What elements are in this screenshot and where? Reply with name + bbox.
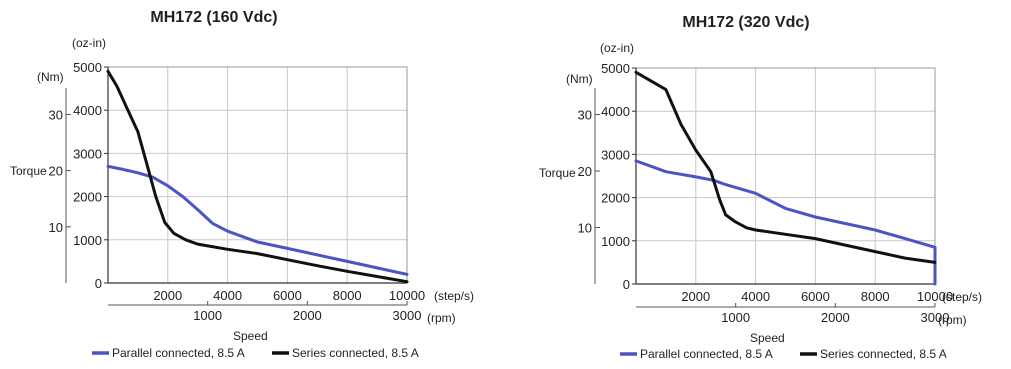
y-tick-label: 4000 bbox=[73, 103, 102, 118]
nm-tick-label: 30 bbox=[49, 107, 63, 122]
x-axis-label: Speed bbox=[233, 329, 268, 343]
x-unit-steps: (step/s) bbox=[434, 289, 474, 303]
x-tick-label: 8000 bbox=[861, 289, 890, 304]
y-tick-label: 0 bbox=[95, 276, 102, 291]
series-line-parallel bbox=[106, 164, 409, 276]
y-tick-label: 5000 bbox=[73, 60, 102, 75]
nm-tick-label: 10 bbox=[578, 221, 592, 236]
legend: Parallel connected, 8.5 A Series connecte… bbox=[620, 347, 947, 361]
legend-label: Parallel connected, 8.5 A bbox=[112, 346, 245, 360]
x-tick-label: 4000 bbox=[741, 289, 770, 304]
legend: Parallel connected, 8.5 A Series connecte… bbox=[92, 346, 419, 360]
nm-tick-label: 20 bbox=[49, 164, 63, 179]
y-unit-ozin: (oz-in) bbox=[72, 36, 106, 50]
y-unit-nm: (Nm) bbox=[566, 72, 593, 86]
chart-panel-160vdc: MH172 (160 Vdc) (oz-in) (Nm) Torque (ste… bbox=[10, 9, 474, 360]
y-tick-label: 4000 bbox=[601, 104, 630, 119]
rpm-tick-label: 3000 bbox=[921, 310, 950, 325]
nm-tick-label: 30 bbox=[578, 108, 592, 123]
legend-label: Series connected, 8.5 A bbox=[292, 346, 419, 360]
chart-title: MH172 (320 Vdc) bbox=[682, 14, 809, 31]
plot-frame bbox=[635, 67, 936, 285]
y-tick-label: 3000 bbox=[73, 146, 102, 161]
x-unit-rpm: (rpm) bbox=[427, 311, 456, 325]
x-tick-label: 6000 bbox=[801, 289, 830, 304]
plot-frame bbox=[107, 66, 408, 284]
legend-label: Parallel connected, 8.5 A bbox=[640, 347, 773, 361]
x-tick-label: 2000 bbox=[153, 288, 182, 303]
nm-tick-label: 20 bbox=[578, 164, 592, 179]
series-line-series bbox=[634, 70, 937, 264]
y-tick-label: 1000 bbox=[601, 234, 630, 249]
y-axis-label: Torque bbox=[539, 166, 576, 180]
x-tick-label: 6000 bbox=[273, 288, 302, 303]
y-unit-ozin: (oz-in) bbox=[600, 41, 634, 55]
series-line-parallel bbox=[634, 159, 937, 286]
chart-panel-320vdc: MH172 (320 Vdc) (oz-in) (Nm) Torque (ste… bbox=[539, 14, 982, 361]
rpm-tick-label: 3000 bbox=[393, 308, 422, 323]
y-tick-label: 5000 bbox=[601, 61, 630, 76]
x-unit-rpm: (rpm) bbox=[938, 313, 967, 327]
x-tick-label: 10000 bbox=[389, 288, 425, 303]
x-tick-label: 8000 bbox=[333, 288, 362, 303]
y-tick-label: 2000 bbox=[601, 191, 630, 206]
y-unit-nm: (Nm) bbox=[37, 70, 64, 84]
x-axis-label: Speed bbox=[750, 331, 785, 345]
y-tick-label: 0 bbox=[623, 277, 630, 292]
x-tick-label: 10000 bbox=[917, 289, 953, 304]
y-tick-label: 3000 bbox=[601, 147, 630, 162]
legend-label: Series connected, 8.5 A bbox=[820, 347, 947, 361]
chart-title: MH172 (160 Vdc) bbox=[150, 9, 277, 26]
x-tick-label: 4000 bbox=[213, 288, 242, 303]
nm-tick-label: 10 bbox=[49, 220, 63, 235]
y-axis-label: Torque bbox=[10, 164, 47, 178]
y-tick-label: 1000 bbox=[73, 233, 102, 248]
rpm-tick-label: 1000 bbox=[193, 308, 222, 323]
rpm-tick-label: 2000 bbox=[293, 308, 322, 323]
rpm-tick-label: 2000 bbox=[821, 310, 850, 325]
x-unit-steps: (step/s) bbox=[942, 290, 982, 304]
x-tick-label: 2000 bbox=[681, 289, 710, 304]
rpm-tick-label: 1000 bbox=[721, 310, 750, 325]
series-line-series bbox=[106, 69, 409, 284]
y-tick-label: 2000 bbox=[73, 190, 102, 205]
